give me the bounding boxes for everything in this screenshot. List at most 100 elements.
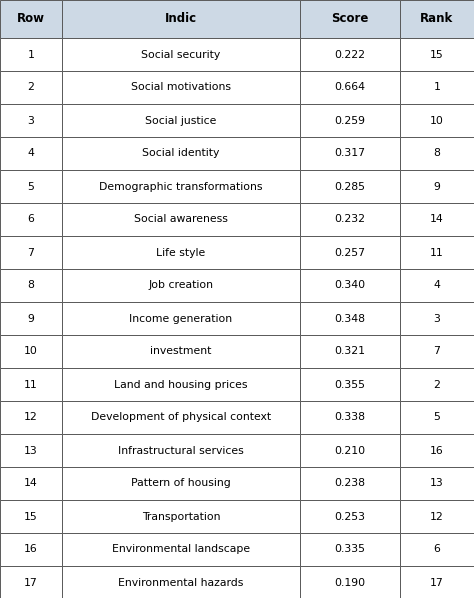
Text: 2: 2 xyxy=(434,380,440,389)
Bar xyxy=(0,467,62,500)
Bar xyxy=(62,269,300,302)
Text: Score: Score xyxy=(331,13,369,26)
Text: 5: 5 xyxy=(434,413,440,423)
Text: Demographic transformations: Demographic transformations xyxy=(99,182,263,191)
Bar xyxy=(300,533,400,566)
Bar xyxy=(0,434,62,467)
Bar xyxy=(400,500,474,533)
Text: 4: 4 xyxy=(27,148,35,158)
Bar xyxy=(0,38,62,71)
Text: 8: 8 xyxy=(434,148,440,158)
Bar xyxy=(0,71,62,104)
Text: 17: 17 xyxy=(24,578,38,587)
Bar xyxy=(300,434,400,467)
Text: 0.335: 0.335 xyxy=(335,545,365,554)
Bar xyxy=(0,0,62,38)
Bar xyxy=(0,269,62,302)
Text: 0.355: 0.355 xyxy=(335,380,365,389)
Text: Development of physical context: Development of physical context xyxy=(91,413,271,423)
Bar xyxy=(0,302,62,335)
Text: investment: investment xyxy=(150,346,212,356)
Bar xyxy=(400,467,474,500)
Bar xyxy=(300,137,400,170)
Text: 3: 3 xyxy=(27,115,35,126)
Bar xyxy=(300,203,400,236)
Bar xyxy=(300,104,400,137)
Text: 0.317: 0.317 xyxy=(335,148,365,158)
Text: 13: 13 xyxy=(24,446,38,456)
Bar xyxy=(0,368,62,401)
Text: 9: 9 xyxy=(434,182,440,191)
Text: 16: 16 xyxy=(430,446,444,456)
Text: 7: 7 xyxy=(434,346,440,356)
Bar xyxy=(300,401,400,434)
Text: Social motivations: Social motivations xyxy=(131,83,231,93)
Text: 14: 14 xyxy=(430,215,444,224)
Bar xyxy=(300,0,400,38)
Bar xyxy=(0,104,62,137)
Bar xyxy=(400,38,474,71)
Bar xyxy=(400,434,474,467)
Text: 0.253: 0.253 xyxy=(335,511,365,521)
Bar xyxy=(400,170,474,203)
Text: Job creation: Job creation xyxy=(148,280,213,291)
Bar xyxy=(0,566,62,598)
Bar xyxy=(62,104,300,137)
Bar xyxy=(400,0,474,38)
Bar xyxy=(62,500,300,533)
Text: 0.664: 0.664 xyxy=(335,83,365,93)
Bar xyxy=(300,38,400,71)
Bar xyxy=(62,170,300,203)
Text: 6: 6 xyxy=(27,215,35,224)
Text: 16: 16 xyxy=(24,545,38,554)
Text: Social identity: Social identity xyxy=(142,148,219,158)
Bar xyxy=(300,170,400,203)
Text: 15: 15 xyxy=(24,511,38,521)
Text: 0.232: 0.232 xyxy=(335,215,365,224)
Text: Infrastructural services: Infrastructural services xyxy=(118,446,244,456)
Text: Social justice: Social justice xyxy=(146,115,217,126)
Bar xyxy=(400,71,474,104)
Text: 6: 6 xyxy=(434,545,440,554)
Text: 0.321: 0.321 xyxy=(335,346,365,356)
Text: 8: 8 xyxy=(27,280,35,291)
Text: 17: 17 xyxy=(430,578,444,587)
Bar xyxy=(0,137,62,170)
Text: 0.340: 0.340 xyxy=(335,280,365,291)
Text: 0.285: 0.285 xyxy=(335,182,365,191)
Text: 10: 10 xyxy=(24,346,38,356)
Text: Land and housing prices: Land and housing prices xyxy=(114,380,248,389)
Text: Transportation: Transportation xyxy=(142,511,220,521)
Bar xyxy=(62,401,300,434)
Text: 0.348: 0.348 xyxy=(335,313,365,324)
Bar xyxy=(0,170,62,203)
Text: 2: 2 xyxy=(27,83,35,93)
Bar xyxy=(400,302,474,335)
Text: Social security: Social security xyxy=(141,50,220,59)
Bar xyxy=(62,38,300,71)
Bar xyxy=(300,368,400,401)
Bar xyxy=(62,71,300,104)
Text: 7: 7 xyxy=(27,248,35,258)
Text: Life style: Life style xyxy=(156,248,206,258)
Text: 0.222: 0.222 xyxy=(335,50,365,59)
Bar xyxy=(62,533,300,566)
Bar xyxy=(0,401,62,434)
Bar xyxy=(0,236,62,269)
Bar xyxy=(400,203,474,236)
Bar xyxy=(400,533,474,566)
Bar xyxy=(62,467,300,500)
Bar xyxy=(62,203,300,236)
Text: 0.257: 0.257 xyxy=(335,248,365,258)
Bar xyxy=(300,566,400,598)
Text: 1: 1 xyxy=(434,83,440,93)
Bar xyxy=(0,500,62,533)
Bar xyxy=(400,236,474,269)
Text: Social awareness: Social awareness xyxy=(134,215,228,224)
Bar xyxy=(300,71,400,104)
Text: 4: 4 xyxy=(434,280,440,291)
Text: 12: 12 xyxy=(430,511,444,521)
Text: 0.259: 0.259 xyxy=(335,115,365,126)
Bar xyxy=(400,269,474,302)
Text: 5: 5 xyxy=(27,182,35,191)
